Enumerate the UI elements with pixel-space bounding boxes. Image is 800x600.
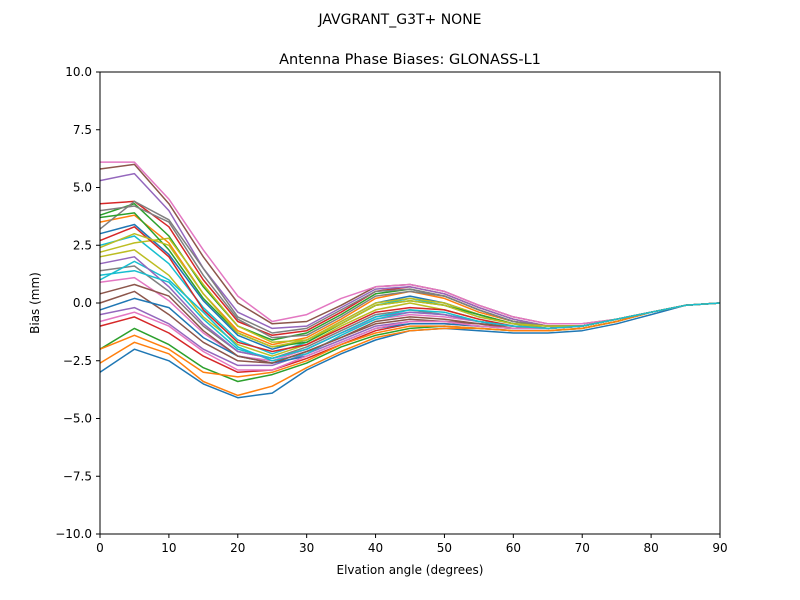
- y-tick-label: 2.5: [73, 238, 92, 252]
- y-tick-label: −2.5: [63, 354, 92, 368]
- x-tick-label: 0: [96, 541, 104, 555]
- y-tick-label: 7.5: [73, 123, 92, 137]
- chart-title: Antenna Phase Biases: GLONASS-L1: [279, 52, 541, 68]
- y-tick-label: −5.0: [63, 412, 92, 426]
- x-axis-label: Elvation angle (degrees): [337, 563, 484, 577]
- y-tick-label: −7.5: [63, 469, 92, 483]
- y-tick-label: 5.0: [73, 181, 92, 195]
- x-tick-label: 50: [437, 541, 452, 555]
- series-line-30: [99, 269, 721, 360]
- x-tick-label: 20: [230, 541, 245, 555]
- y-tick-label: 0.0: [73, 296, 92, 310]
- x-axis-ticks: 0 10 20 30 40 50 60 70 80 90: [96, 534, 728, 555]
- series-line-22: [99, 302, 721, 378]
- y-axis-ticks: −10.0 −7.5 −5.0 −2.5 0.0 2.5 5.0 7.5 10.0: [55, 65, 100, 541]
- x-tick-label: 40: [368, 541, 383, 555]
- x-tick-label: 10: [161, 541, 176, 555]
- y-axis-label: Bias (mm): [28, 272, 42, 334]
- series-lines: [99, 161, 721, 399]
- y-tick-label: −10.0: [55, 527, 92, 541]
- y-tick-label: 10.0: [65, 65, 92, 79]
- x-tick-label: 70: [575, 541, 590, 555]
- chart-suptitle: JAVGRANT_G3T+ NONE: [317, 12, 481, 28]
- x-tick-label: 30: [299, 541, 314, 555]
- x-tick-label: 80: [643, 541, 658, 555]
- x-tick-label: 90: [712, 541, 727, 555]
- x-tick-label: 60: [506, 541, 521, 555]
